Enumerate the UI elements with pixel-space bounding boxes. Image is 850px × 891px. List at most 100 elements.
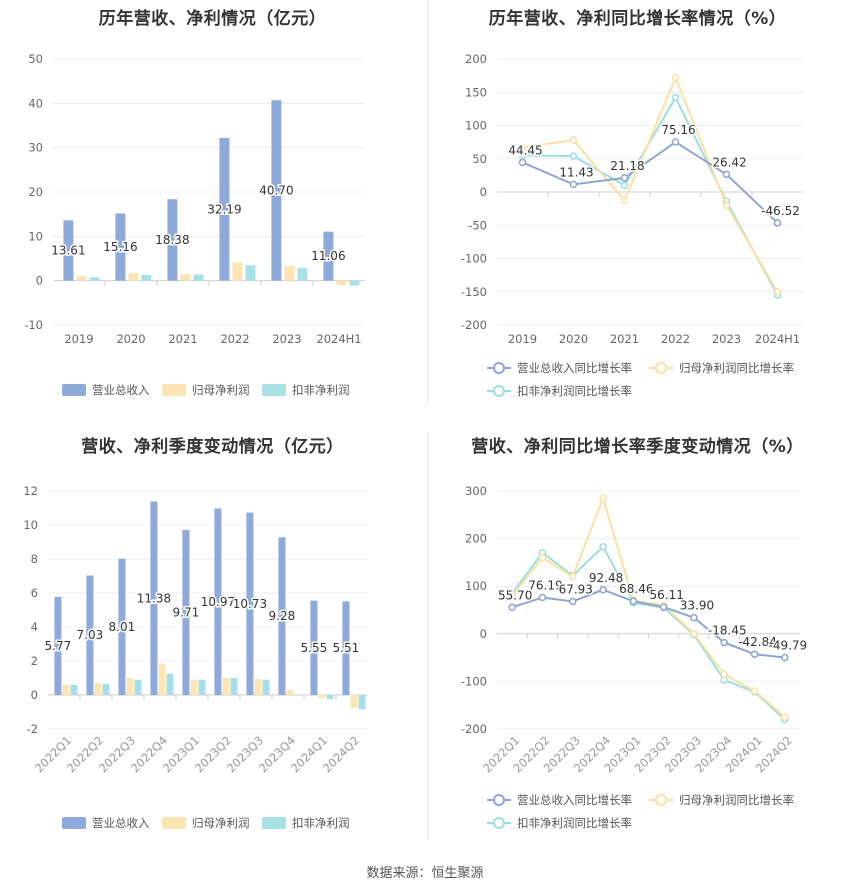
y-tick-label: 8 xyxy=(31,552,38,566)
bar xyxy=(89,277,100,281)
data-point xyxy=(722,170,731,179)
bar xyxy=(158,663,166,695)
data-source: 数据来源：恒生聚源 xyxy=(366,866,484,881)
bar xyxy=(182,529,190,695)
series-line xyxy=(522,74,779,293)
bar xyxy=(232,262,243,281)
bar xyxy=(126,678,134,695)
bar xyxy=(358,695,366,710)
data-label: 76.19 xyxy=(528,579,562,593)
data-label: 5.55 xyxy=(301,641,328,655)
bar xyxy=(286,689,294,695)
bar xyxy=(297,267,308,281)
data-point xyxy=(773,219,782,227)
data-point xyxy=(690,613,698,622)
legend-marker xyxy=(655,362,667,374)
bar xyxy=(262,679,270,695)
data-point xyxy=(569,597,577,606)
bar xyxy=(128,273,139,281)
data-label: 11.38 xyxy=(137,591,171,605)
data-point xyxy=(569,180,578,189)
chart-title: 营收、净利季度变动情况（亿元） xyxy=(81,437,344,457)
legend-marker xyxy=(493,362,505,374)
legend-label: 营业总收入 xyxy=(92,816,150,830)
data-label: 33.90 xyxy=(680,599,714,613)
y-tick-label: -150 xyxy=(461,285,487,299)
y-tick-label: -2 xyxy=(27,722,38,736)
legend-marker xyxy=(493,794,505,806)
bar xyxy=(336,280,347,286)
y-tick-label: 100 xyxy=(465,579,487,593)
legend-marker xyxy=(493,817,505,829)
bar xyxy=(198,679,206,695)
quarterly-revenue-profit-chart: 营收、净利季度变动情况（亿元） -2 0 2 4 6 8 10 12 2022Q1 2022Q2 2… xyxy=(0,420,425,850)
bar xyxy=(118,558,126,695)
data-label: 26.42 xyxy=(712,155,746,169)
data-point xyxy=(508,591,516,600)
bar xyxy=(294,695,302,696)
y-tick-label: 50 xyxy=(28,52,43,66)
data-point xyxy=(720,638,728,647)
data-point xyxy=(722,201,731,210)
data-label: 5.51 xyxy=(333,641,360,655)
bar xyxy=(115,213,126,281)
data-point xyxy=(620,181,629,190)
legend-swatch xyxy=(162,384,186,396)
y-tick-label: 30 xyxy=(28,141,43,155)
legend-label: 扣非净利润 xyxy=(292,816,350,830)
bar xyxy=(134,679,142,695)
x-tick-label: 2022 xyxy=(661,332,690,346)
bar xyxy=(86,575,94,695)
data-point xyxy=(781,713,789,721)
data-label: -42.84 xyxy=(738,635,777,649)
legend-swatch xyxy=(162,817,186,829)
y-tick-label: -200 xyxy=(461,722,487,736)
data-point xyxy=(659,603,668,611)
data-label: 75.16 xyxy=(661,123,695,137)
annual-revenue-profit-chart: 历年营收、净利情况（亿元） -10 0 10 20 30 40 50 2019 2020 2021… xyxy=(0,0,425,420)
data-point xyxy=(508,603,516,612)
x-tick-label: 2023 xyxy=(272,332,301,346)
data-label: 32.19 xyxy=(207,202,241,216)
data-label: 9.28 xyxy=(269,609,296,623)
data-point xyxy=(671,73,680,82)
y-tick-label: 100 xyxy=(465,119,487,133)
legend-swatch xyxy=(62,384,86,396)
y-tick-label: 0 xyxy=(36,274,43,288)
annual-growth-svg: -200 -150 -100 -50 0 50 100 150 200 2019 2020 2021 2… xyxy=(461,52,803,398)
x-tick-label: 2021 xyxy=(610,332,639,346)
y-tick-label: 0 xyxy=(31,688,38,702)
panel-divider-top xyxy=(427,0,428,405)
y-tick-label: -100 xyxy=(461,252,487,266)
x-tick-label: 2023 xyxy=(712,332,741,346)
y-tick-label: 0 xyxy=(480,627,487,641)
data-point xyxy=(750,687,759,695)
bar xyxy=(190,679,198,695)
data-point xyxy=(569,136,578,144)
y-tick-label: -10 xyxy=(24,318,43,332)
bar xyxy=(219,137,230,281)
data-label: 18.38 xyxy=(155,233,189,247)
data-point xyxy=(538,593,547,602)
legend-swatch xyxy=(262,817,286,829)
series-line xyxy=(522,140,779,224)
data-label: 9.71 xyxy=(173,605,200,619)
bar xyxy=(318,695,326,699)
x-tick-label: 2020 xyxy=(116,332,145,346)
legend-label: 营业总收入 xyxy=(92,383,150,397)
bar xyxy=(254,678,262,695)
x-tick-label: 2022 xyxy=(220,332,249,346)
data-point xyxy=(629,597,638,605)
data-label: 10.97 xyxy=(201,595,235,609)
y-tick-label: -200 xyxy=(461,318,487,332)
bar xyxy=(166,673,174,695)
y-tick-label: -50 xyxy=(468,218,487,232)
x-tick-label: 2020 xyxy=(559,332,588,346)
bar xyxy=(180,274,191,281)
data-point xyxy=(773,288,782,296)
bar xyxy=(245,265,256,281)
data-point xyxy=(599,494,607,502)
data-point xyxy=(518,158,527,167)
data-point xyxy=(599,586,607,594)
bar xyxy=(342,601,350,695)
